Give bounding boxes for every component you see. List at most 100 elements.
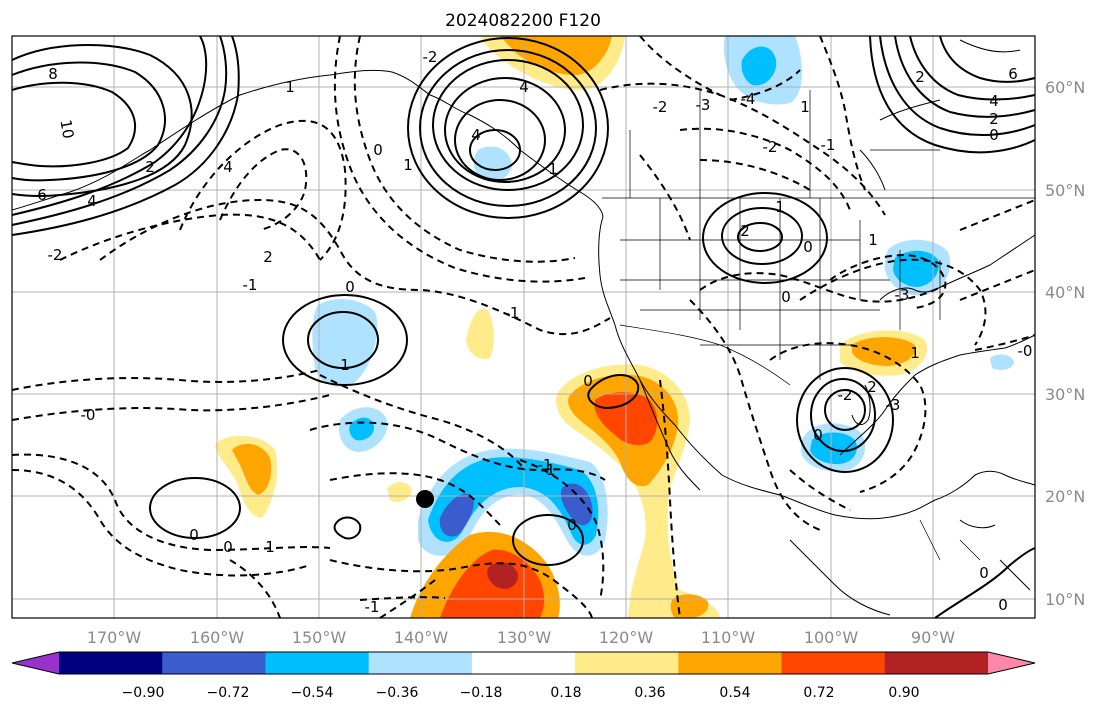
solid-contours — [11, 35, 1036, 619]
neg-area-alaska — [473, 146, 512, 182]
location-marker-dot — [416, 490, 434, 508]
colorbar-tick: 0.72 — [803, 685, 834, 701]
contour-label: -0 — [81, 406, 96, 424]
colorbar-segment — [471, 652, 576, 674]
neg-core-central-b — [560, 483, 593, 526]
contour-label: 0 — [567, 516, 577, 534]
neg-core-central-a — [439, 493, 474, 537]
lon-label: 160°W — [190, 628, 245, 647]
figure-title: 2024082200 F120 — [445, 11, 601, 31]
lon-label: 130°W — [497, 628, 552, 647]
lat-label: 40°N — [1045, 283, 1085, 302]
lon-label: 90°W — [911, 628, 955, 647]
colorbar-tick: 0.18 — [550, 685, 581, 701]
colorbar-tick: −0.54 — [291, 685, 334, 701]
colorbar-tick: 0.36 — [634, 685, 665, 701]
colorbar-tick: 0.90 — [888, 685, 919, 701]
contour-label: -2 — [653, 98, 668, 116]
pos-area-tiny — [387, 482, 412, 502]
contour-label: 0 — [373, 141, 383, 159]
contour-label: 0 — [223, 538, 233, 556]
colorbar-tick: 0.54 — [719, 685, 750, 701]
contour-label: 2 — [915, 68, 925, 86]
pos-mid-tropical — [440, 549, 545, 618]
contour-label: 0 — [781, 288, 791, 306]
neg-core-north — [741, 46, 777, 86]
colorbar-extend-max — [988, 652, 1035, 674]
colorbar-segment — [575, 652, 679, 674]
contour-label: 1 — [403, 156, 413, 174]
contour-label: -2 — [423, 48, 438, 66]
contour-label: -3 — [895, 286, 910, 304]
lat-label: 60°N — [1045, 78, 1085, 97]
contour-label: 2 — [989, 110, 999, 128]
colorbar-tick: −0.18 — [460, 685, 503, 701]
contour-label: 1 — [340, 356, 350, 374]
contour-label: 1 — [910, 344, 920, 362]
pos-mid-north — [500, 36, 612, 76]
colorbar-tick: −0.90 — [122, 685, 165, 701]
contour-label: -3 — [886, 396, 901, 414]
contour-label: 10 — [56, 118, 77, 140]
contour-label: -2 — [763, 138, 778, 156]
lon-label: 120°W — [599, 628, 654, 647]
colorbar-segment — [162, 652, 266, 674]
shaded-anomalies — [215, 36, 1014, 618]
lat-label: 20°N — [1045, 487, 1085, 506]
colorbar-segment — [59, 652, 163, 674]
contour-label: 0 — [979, 564, 989, 582]
colorbar-segment — [678, 652, 783, 674]
contour-label: -2 — [838, 386, 853, 404]
neg-mid-central — [428, 457, 599, 545]
colorbar-tick: −0.72 — [207, 685, 250, 701]
lat-label: 30°N — [1045, 385, 1085, 404]
contour-label: -1 — [365, 598, 380, 616]
contour-label: 0 — [813, 426, 823, 444]
contour-label: 0 — [989, 126, 999, 144]
contour-label: 6 — [37, 186, 47, 204]
contour-label: -1 — [538, 456, 553, 474]
lon-label: 150°W — [292, 628, 347, 647]
contour-label: 8 — [48, 65, 58, 83]
lon-label: 140°W — [394, 628, 449, 647]
colorbar: −0.90 −0.72 −0.54 −0.36 −0.18 0.18 0.36 … — [11, 651, 1036, 701]
contour-label: 1 — [265, 538, 275, 556]
contour-label: 1 — [775, 198, 785, 216]
contour-label: 4 — [519, 78, 529, 96]
lat-label: 50°N — [1045, 181, 1085, 200]
contour-label: 4 — [223, 158, 233, 176]
colorbar-segment — [781, 652, 886, 674]
lon-label: 100°W — [804, 628, 859, 647]
pos-core-tropical — [487, 562, 518, 589]
pos-area-small — [466, 308, 494, 360]
map-area: 8 10 6 4 2 0 -2 -1 2 4 1 0 -1 -2 1 4 1 2… — [11, 35, 1036, 619]
contour-label: -3 — [696, 96, 711, 114]
colorbar-segments — [11, 651, 1036, 675]
contour-label: 0 — [345, 278, 355, 296]
neg-core-small — [349, 417, 375, 441]
contour-label: 2 — [740, 222, 750, 240]
colorbar-segment — [265, 652, 370, 674]
lat-label: 10°N — [1045, 590, 1085, 609]
coastlines — [11, 39, 1036, 616]
contour-label: 2 — [145, 158, 155, 176]
contour-label: 1 — [800, 98, 810, 116]
contour-label: 1 — [548, 160, 558, 178]
neg-core-gulf — [810, 432, 857, 465]
contour-label: 0 — [189, 526, 199, 544]
map-frame — [11, 35, 1036, 619]
colorbar-tick: −0.36 — [376, 685, 419, 701]
contour-label: 1 — [285, 78, 295, 96]
contour-label: -1 — [243, 276, 258, 294]
contour-label: 4 — [989, 92, 999, 110]
colorbar-extend-min — [12, 652, 59, 674]
contour-label: 0 — [998, 596, 1008, 614]
contour-label: 4 — [471, 126, 481, 144]
pos-core-southeast — [852, 337, 916, 366]
colorbar-segment — [368, 652, 473, 674]
contour-label: 4 — [87, 192, 97, 210]
dashed-contours — [11, 35, 1036, 619]
contour-label: -4 — [741, 90, 756, 108]
contour-label: 6 — [1008, 65, 1018, 83]
contour-label: 0 — [583, 372, 593, 390]
